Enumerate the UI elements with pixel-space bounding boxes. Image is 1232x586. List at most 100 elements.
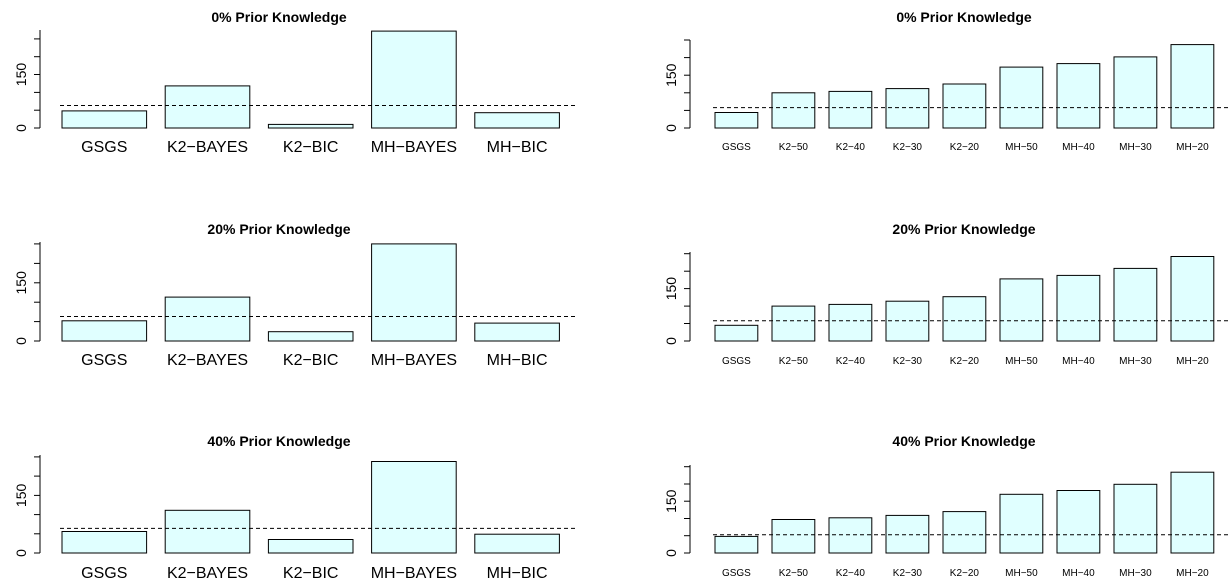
bar-1 [61,531,148,554]
category-label: K2−50 [779,568,809,579]
y-tick-label: 150 [663,277,679,301]
chart-title: 0% Prior Knowledge [896,9,1032,25]
category-label: K2−BAYES [167,352,248,369]
category-label: GSGS [722,568,751,579]
bar-3 [828,90,873,129]
category-label: K2−50 [779,356,809,367]
category-label: GSGS [81,352,127,369]
bar-9 [1170,471,1215,554]
chart-panel-1: 0% Prior Knowledge GSGS K2−BAYES K2−BIC MH−B… [13,9,578,156]
category-label: MH−50 [1005,568,1038,579]
chart-panel-2: 0% Prior Knowledge GSGS K2−50 K2−40 K2−30 K2−… [663,9,1228,153]
bar-1 [714,324,759,342]
category-label: GSGS [81,139,127,156]
category-label: K2−40 [836,142,866,153]
bar-8 [1113,483,1158,554]
category-label: MH−30 [1119,356,1152,367]
category-label: K2−40 [836,356,866,367]
category-label: K2−BIC [283,565,339,582]
bar-5 [474,533,560,554]
chart-title: 40% Prior Knowledge [207,433,350,449]
bar-2 [771,519,816,554]
bar-4 [885,514,930,554]
chart-panel-3: 20% Prior Knowledge GSGS K2−BAYES K2−BIC MH−… [13,221,578,369]
bar-5 [942,83,987,129]
bar-3 [267,331,354,342]
category-label: K2−40 [836,568,866,579]
y-tick-label: 150 [13,484,29,508]
chart-title: 20% Prior Knowledge [207,221,350,237]
bar-9 [1170,256,1215,342]
chart-panel-4: 20% Prior Knowledge GSGS K2−50 K2−40 K2−30 K2… [663,221,1228,367]
bar-3 [267,539,354,554]
category-label: MH−BAYES [371,565,457,582]
bar-2 [771,305,816,342]
chart-panel-5: 40% Prior Knowledge GSGS K2−BAYES K2−BIC MH−… [13,433,578,582]
bar-3 [828,517,873,554]
category-label: K2−BIC [283,352,339,369]
bar-7 [1056,274,1101,342]
bar-9 [1170,44,1215,129]
y-tick-label: 0 [663,124,679,132]
chart-title: 0% Prior Knowledge [211,9,347,25]
category-label: K2−20 [950,142,980,153]
bar-2 [164,85,251,129]
category-label: K2−30 [893,356,923,367]
category-label: K2−30 [893,142,923,153]
category-label: K2−30 [893,568,923,579]
category-label: MH−BAYES [371,352,457,369]
category-label: MH−40 [1062,568,1095,579]
category-label: GSGS [722,356,751,367]
category-label: MH−20 [1176,142,1209,153]
y-tick-label: 150 [663,489,679,513]
bar-3 [267,123,354,129]
bar-2 [164,509,251,554]
bar-2 [164,296,251,342]
y-tick-label: 0 [13,337,29,345]
bar-7 [1056,490,1101,554]
bar-4 [371,461,457,554]
bar-7 [1056,63,1101,129]
category-label: MH−BAYES [371,139,457,156]
chart-title: 20% Prior Knowledge [892,221,1035,237]
category-label: MH−20 [1176,356,1209,367]
category-label: GSGS [722,142,751,153]
category-label: MH−BIC [487,352,548,369]
y-tick-label: 0 [663,337,679,345]
category-label: MH−40 [1062,356,1095,367]
bar-6 [999,278,1044,342]
bar-6 [999,493,1044,554]
bar-3 [828,303,873,342]
category-label: MH−20 [1176,568,1209,579]
y-tick-label: 0 [13,124,29,132]
category-label: MH−BIC [487,565,548,582]
bar-1 [714,112,759,129]
bar-4 [371,30,457,129]
category-label: MH−30 [1119,568,1152,579]
category-label: MH−40 [1062,142,1095,153]
y-tick-label: 150 [13,271,29,295]
bar-4 [885,300,930,342]
category-label: MH−50 [1005,142,1038,153]
category-label: MH−30 [1119,142,1152,153]
bar-5 [942,296,987,342]
y-tick-label: 150 [663,63,679,87]
chart-title: 40% Prior Knowledge [892,433,1035,449]
category-label: GSGS [81,565,127,582]
bar-4 [885,88,930,129]
bar-6 [999,66,1044,129]
bar-5 [474,112,560,129]
chart-panel-6: 40% Prior Knowledge GSGS K2−50 K2−40 K2−30 K2… [663,433,1228,579]
category-label: K2−BAYES [167,565,248,582]
category-label: K2−BAYES [167,139,248,156]
bar-5 [942,511,987,554]
category-label: K2−20 [950,356,980,367]
y-tick-label: 0 [13,549,29,557]
y-tick-label: 0 [663,549,679,557]
bar-1 [714,535,759,554]
category-label: K2−BIC [283,139,339,156]
y-tick-label: 150 [13,63,29,87]
category-label: MH−BIC [487,139,548,156]
bar-5 [474,322,560,342]
